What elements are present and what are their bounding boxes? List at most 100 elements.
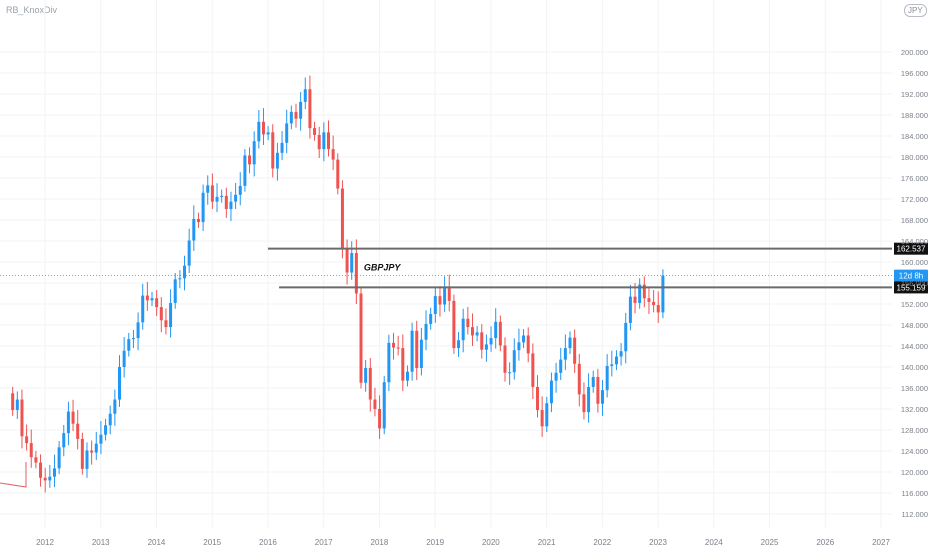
symbol-label: GBPJPY	[364, 262, 402, 272]
candle-body	[196, 218, 200, 223]
candle-body	[419, 339, 423, 369]
y-tick-label: 180.000	[901, 153, 928, 162]
candle-body	[340, 188, 344, 250]
candle-body	[461, 318, 465, 341]
currency-badge[interactable]: JPY	[904, 4, 927, 17]
candle-body	[563, 348, 567, 360]
candle-body	[535, 386, 539, 411]
candle-body	[559, 359, 563, 373]
candle-body	[20, 399, 24, 437]
candle-body	[99, 434, 103, 444]
candle-body	[299, 101, 303, 119]
candle-body	[104, 425, 108, 435]
candle-body	[410, 330, 414, 372]
candle-body	[326, 132, 330, 150]
candle-body	[280, 142, 284, 153]
candle-body	[489, 338, 493, 345]
x-tick-label: 2015	[203, 538, 221, 547]
candle-body	[392, 342, 396, 348]
candle-body	[317, 134, 321, 150]
y-tick-label: 132.000	[901, 405, 928, 414]
candle-body	[480, 332, 484, 350]
candle-body	[378, 409, 382, 429]
candle-body	[596, 376, 600, 404]
y-tick-label: 116.000	[901, 489, 928, 498]
candle-body	[614, 356, 618, 365]
level-price-tag	[894, 281, 928, 294]
candle-body	[192, 218, 196, 241]
candle-body	[503, 345, 507, 373]
candle-body	[85, 450, 89, 469]
candle-body	[554, 372, 558, 381]
candle-body	[424, 323, 428, 340]
y-tick-label: 112.000	[901, 510, 928, 519]
candle-body	[145, 295, 149, 301]
y-tick-label: 156.000	[901, 279, 928, 288]
candle-body	[447, 288, 451, 301]
candle-body	[141, 295, 145, 323]
candle-body	[159, 307, 163, 321]
candle-body	[331, 149, 335, 160]
candle-body	[498, 321, 502, 346]
candle-body	[80, 438, 84, 469]
candle-body	[57, 447, 61, 469]
y-tick-label: 168.000	[901, 216, 928, 225]
candle-body	[624, 322, 628, 352]
candle-body	[238, 185, 242, 195]
x-tick-label: 2018	[371, 538, 389, 547]
candle-body	[178, 278, 182, 280]
candle-body	[656, 305, 660, 313]
candle-body	[224, 195, 228, 209]
candle-body	[62, 433, 66, 448]
x-tick-label: 2013	[92, 538, 110, 547]
candle-body	[647, 298, 651, 302]
indicator-name: RB_KnoxDiv	[6, 5, 58, 15]
candle-body	[308, 89, 312, 129]
level-price-label: 162.537	[897, 245, 926, 254]
y-tick-label: 188.000	[901, 111, 928, 120]
candle-body	[433, 296, 437, 314]
candle-body	[108, 413, 112, 426]
candle-body	[94, 443, 98, 453]
candle-body	[155, 298, 159, 308]
candle-body	[275, 152, 279, 169]
candle-body	[531, 353, 535, 387]
y-tick-label: 128.000	[901, 426, 928, 435]
candle-body	[122, 350, 126, 367]
candle-body	[187, 240, 191, 266]
candle-body	[117, 367, 121, 400]
candle-body	[25, 436, 29, 444]
candle-body	[573, 337, 577, 364]
y-tick-label: 152.000	[901, 300, 928, 309]
candle-body	[457, 340, 461, 349]
candle-body	[368, 368, 372, 400]
candle-body	[619, 351, 623, 357]
current-price-label: 12d 8h	[899, 272, 923, 281]
candle-body	[229, 201, 233, 209]
y-tick-label: 148.000	[901, 321, 928, 330]
current-price-tag	[894, 269, 928, 282]
candle-body	[359, 293, 363, 383]
level-price-tag	[894, 242, 928, 255]
candle-body	[66, 411, 70, 434]
y-tick-label: 172.000	[901, 195, 928, 204]
x-tick-label: 2019	[426, 538, 444, 547]
candle-body	[43, 477, 47, 481]
candle-body	[601, 390, 605, 404]
grid	[0, 0, 892, 528]
candle-body	[313, 128, 317, 135]
candle-body	[131, 338, 135, 340]
candle-body	[443, 288, 447, 305]
candle-body	[11, 393, 15, 411]
y-tick-label: 164.000	[901, 237, 928, 246]
candle-body	[549, 380, 553, 404]
x-tick-label: 2012	[36, 538, 54, 547]
y-tick-label: 160.000	[901, 258, 928, 267]
candle-body	[336, 159, 340, 189]
candle-body	[512, 350, 516, 373]
y-tick-label: 124.000	[901, 447, 928, 456]
x-tick-label: 2017	[315, 538, 333, 547]
x-tick-label: 2026	[816, 538, 834, 547]
candle-body	[484, 344, 488, 350]
